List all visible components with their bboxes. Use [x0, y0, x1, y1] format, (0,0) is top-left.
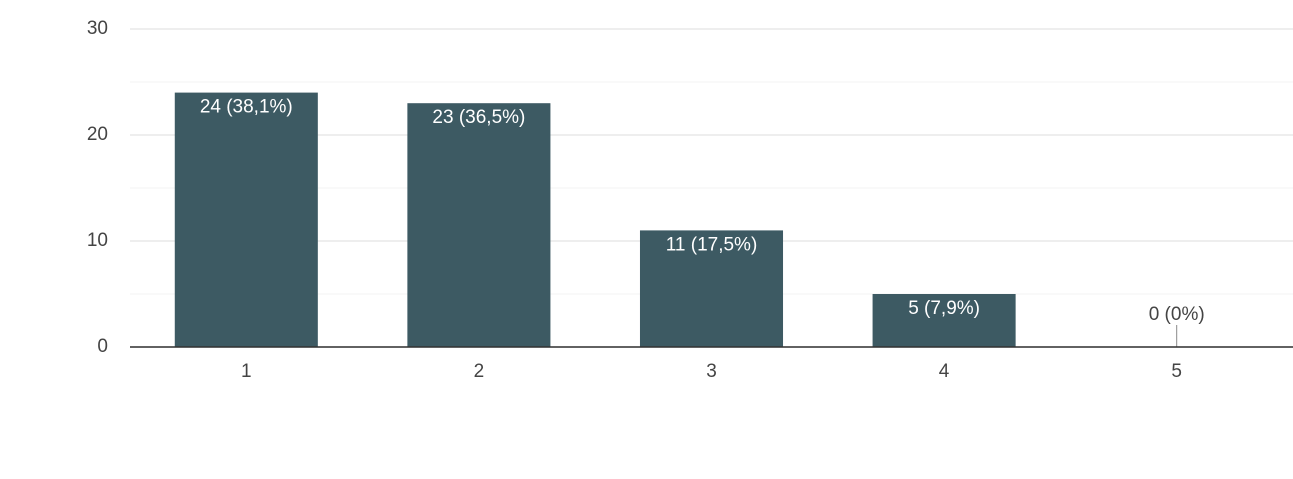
value-label: 0 (0%) [1149, 304, 1205, 325]
y-tick-label: 0 [97, 336, 108, 357]
x-tick-label: 2 [474, 361, 485, 382]
x-tick-label: 1 [241, 361, 252, 382]
bar [174, 92, 318, 347]
y-tick-label: 20 [87, 124, 108, 145]
bar [639, 230, 784, 347]
bar [407, 103, 551, 347]
y-tick-label: 30 [87, 18, 108, 39]
x-tick-label: 3 [706, 361, 717, 382]
bar [872, 294, 1016, 347]
value-label: 24 (38,1%) [200, 97, 293, 118]
x-tick-label: 4 [939, 361, 950, 382]
x-tick-label: 5 [1171, 361, 1182, 382]
value-label: 5 (7,9%) [908, 298, 980, 319]
value-label: 11 (17,5%) [666, 234, 758, 255]
value-label: 23 (36,5%) [432, 107, 525, 128]
y-tick-label: 10 [87, 230, 108, 251]
